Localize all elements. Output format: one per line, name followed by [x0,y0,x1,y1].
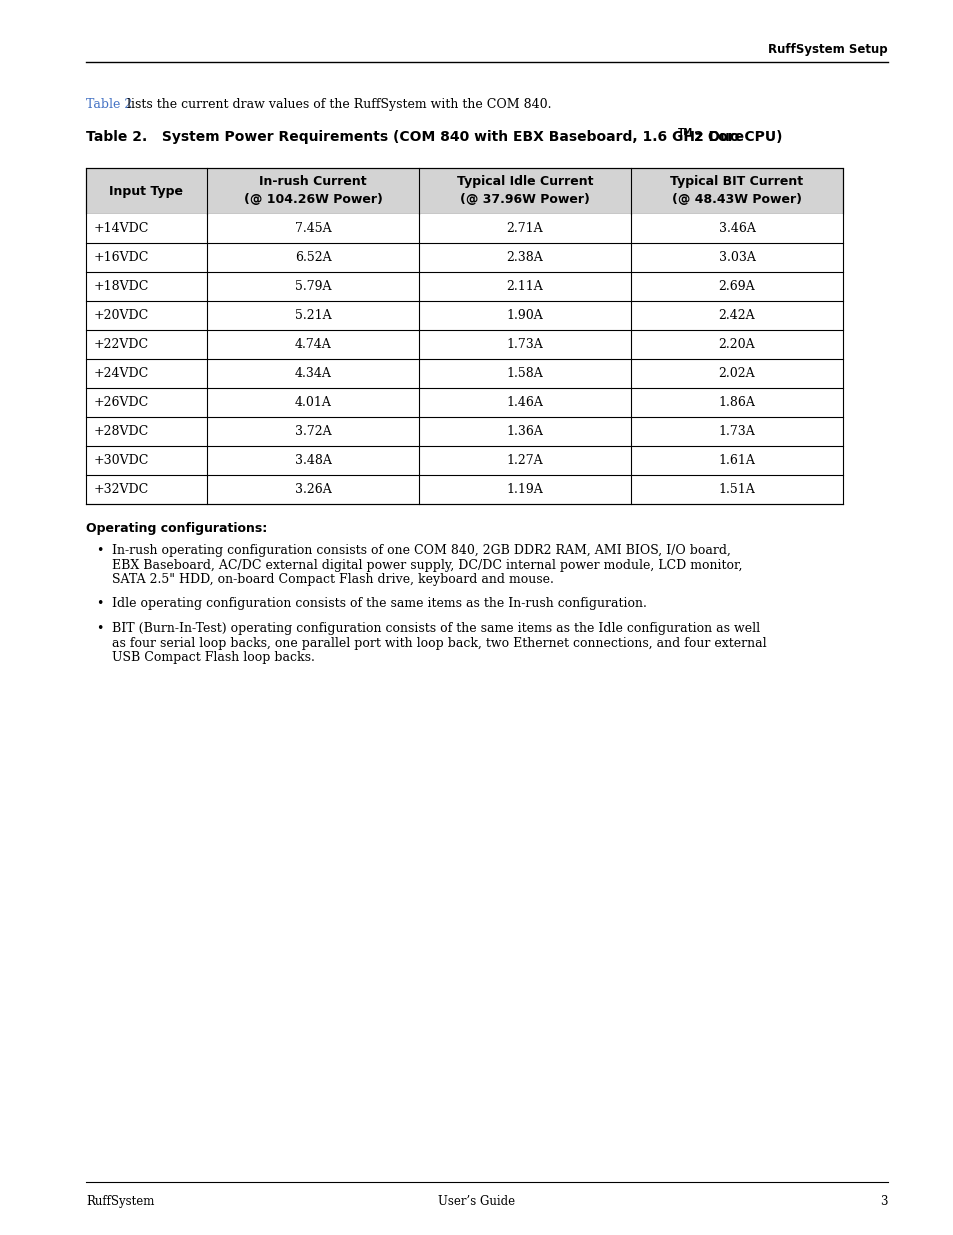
Text: Typical Idle Current: Typical Idle Current [456,175,593,188]
Text: USB Compact Flash loop backs.: USB Compact Flash loop backs. [112,651,314,664]
Bar [86,359,842,388]
Text: +24VDC: +24VDC [94,367,149,380]
Text: 2.71A: 2.71A [506,222,543,235]
Text: In-rush operating configuration consists of one COM 840, 2GB DDR2 RAM, AMI BIOS,: In-rush operating configuration consists… [112,543,730,557]
Text: +16VDC: +16VDC [94,251,150,264]
Text: (@ 48.43W Power): (@ 48.43W Power) [671,193,801,206]
Text: +14VDC: +14VDC [94,222,150,235]
Text: 1.73A: 1.73A [506,338,543,351]
Text: 2 Duo CPU): 2 Duo CPU) [688,130,781,144]
Text: +18VDC: +18VDC [94,280,150,293]
Text: 2.11A: 2.11A [506,280,543,293]
Text: RuffSystem Setup: RuffSystem Setup [767,43,887,56]
Text: 3.72A: 3.72A [294,425,331,438]
Text: 7.45A: 7.45A [294,222,331,235]
Text: RuffSystem: RuffSystem [86,1195,154,1208]
Text: 1.86A: 1.86A [718,396,755,409]
Text: 1.51A: 1.51A [718,483,755,496]
Text: 3: 3 [880,1195,887,1208]
Text: 1.90A: 1.90A [506,309,543,322]
Text: 1.58A: 1.58A [506,367,543,380]
Text: +26VDC: +26VDC [94,396,149,409]
Text: 4.74A: 4.74A [294,338,331,351]
Text: Idle operating configuration consists of the same items as the In-rush configura: Idle operating configuration consists of… [112,598,646,610]
Text: 1.46A: 1.46A [506,396,543,409]
Bar [86,168,842,214]
Text: +32VDC: +32VDC [94,483,149,496]
Text: 3.26A: 3.26A [294,483,331,496]
Text: 5.79A: 5.79A [294,280,331,293]
Text: 3.46A: 3.46A [718,222,755,235]
Text: TM: TM [678,128,693,137]
Text: 2.38A: 2.38A [506,251,543,264]
Text: lists the current draw values of the RuffSystem with the COM 840.: lists the current draw values of the Ruf… [123,98,551,111]
Text: EBX Baseboard, AC/DC external digital power supply, DC/DC internal power module,: EBX Baseboard, AC/DC external digital po… [112,558,741,572]
Text: •: • [96,543,104,557]
Text: User’s Guide: User’s Guide [438,1195,515,1208]
Text: 1.27A: 1.27A [506,454,543,467]
Text: Typical BIT Current: Typical BIT Current [670,175,802,188]
Text: 4.01A: 4.01A [294,396,331,409]
Text: SATA 2.5" HDD, on-board Compact Flash drive, keyboard and mouse.: SATA 2.5" HDD, on-board Compact Flash dr… [112,573,554,585]
Text: 2.42A: 2.42A [718,309,755,322]
Bar [86,243,842,272]
Text: as four serial loop backs, one parallel port with loop back, two Ethernet connec: as four serial loop backs, one parallel … [112,636,766,650]
Text: •: • [96,598,104,610]
Text: +20VDC: +20VDC [94,309,149,322]
Bar [86,214,842,243]
Text: 3.03A: 3.03A [718,251,755,264]
Text: Table 2: Table 2 [86,98,132,111]
Text: 1.61A: 1.61A [718,454,755,467]
Text: 2.02A: 2.02A [718,367,755,380]
Text: 6.52A: 6.52A [294,251,331,264]
Bar [86,388,842,417]
Text: (@ 104.26W Power): (@ 104.26W Power) [243,193,382,206]
Text: +22VDC: +22VDC [94,338,149,351]
Text: Input Type: Input Type [110,184,183,198]
Text: •: • [96,622,104,635]
Text: BIT (Burn-In-Test) operating configuration consists of the same items as the Idl: BIT (Burn-In-Test) operating configurati… [112,622,760,635]
Text: 1.73A: 1.73A [718,425,755,438]
Bar [86,417,842,446]
Text: +28VDC: +28VDC [94,425,149,438]
Bar [86,330,842,359]
Bar [86,272,842,301]
Text: 2.20A: 2.20A [718,338,755,351]
Bar [86,301,842,330]
Text: 1.36A: 1.36A [506,425,543,438]
Text: Operating configurations:: Operating configurations: [86,522,267,535]
Text: 4.34A: 4.34A [294,367,331,380]
Text: 3.48A: 3.48A [294,454,331,467]
Text: Table 2.   System Power Requirements (COM 840 with EBX Baseboard, 1.6 GHz Core: Table 2. System Power Requirements (COM … [86,130,743,144]
Bar [86,475,842,504]
Text: 1.19A: 1.19A [506,483,543,496]
Text: In-rush Current: In-rush Current [259,175,366,188]
Text: 2.69A: 2.69A [718,280,755,293]
Text: 5.21A: 5.21A [294,309,331,322]
Bar [86,446,842,475]
Text: +30VDC: +30VDC [94,454,150,467]
Text: (@ 37.96W Power): (@ 37.96W Power) [459,193,589,206]
